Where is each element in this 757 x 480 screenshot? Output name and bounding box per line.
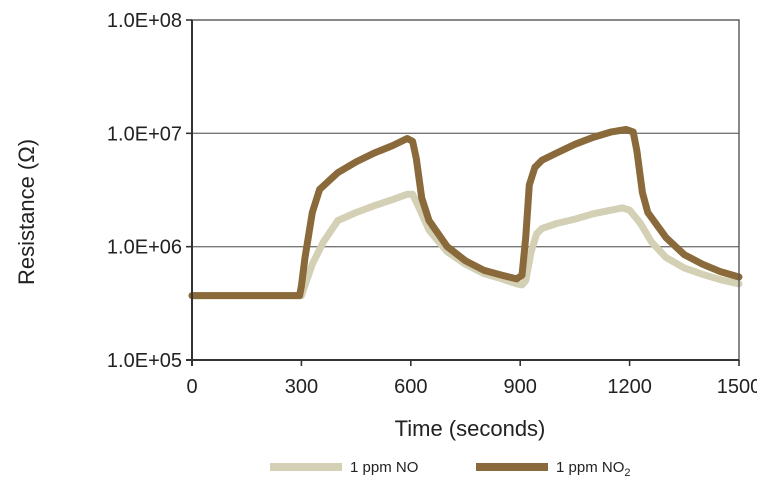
y-tick-label: 1.0E+06 — [107, 237, 182, 259]
x-axis-title: Time (seconds) — [395, 416, 546, 441]
legend-label: 1 ppm NO — [350, 459, 418, 476]
x-tick-label: 1200 — [607, 376, 652, 398]
plot-frame — [186, 19, 740, 366]
legend: 1 ppm NO 1 ppm NO2 — [270, 459, 630, 479]
x-tick-label: 600 — [394, 376, 427, 398]
legend-label: 1 ppm NO2 — [556, 459, 630, 479]
x-tick-label: 900 — [504, 376, 537, 398]
y-tick-label: 1.0E+07 — [107, 123, 182, 145]
y-tick-label: 1.0E+08 — [107, 10, 182, 32]
x-tick-label: 0 — [186, 376, 197, 398]
y-tick-label: 1.0E+05 — [107, 350, 182, 372]
plot-border — [191, 19, 740, 361]
x-tick-label: 1500 — [717, 376, 757, 398]
x-tick-label: 300 — [285, 376, 318, 398]
series-lines — [188, 126, 743, 300]
series-line-2 — [188, 126, 743, 300]
grid-lines — [192, 132, 739, 248]
axis-ticks: 1.0E+05 1.0E+06 1.0E+07 1.0E+08 0 300 600 900 12… — [107, 10, 757, 398]
series-line-1 — [188, 190, 743, 300]
y-axis-title: Resistance (Ω) — [14, 139, 39, 285]
